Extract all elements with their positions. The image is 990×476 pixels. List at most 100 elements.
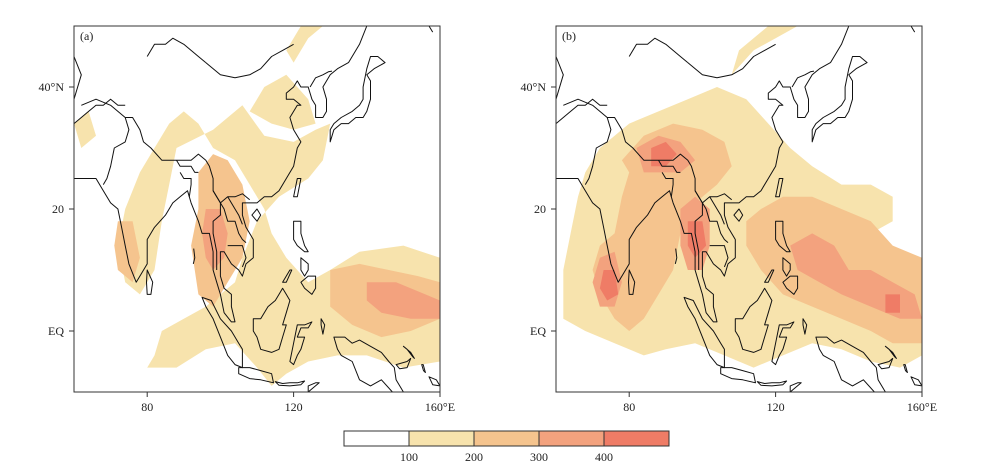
lat-tick-label: 20 (534, 202, 546, 216)
coast-sulawesi-b (771, 321, 795, 366)
coast-japan-b (811, 56, 868, 143)
coast-srilanka-a (146, 269, 154, 295)
lon-tick-label: 80 (141, 400, 153, 414)
coast-arabia-b (556, 56, 564, 100)
contour-region-a-200-6 (114, 221, 140, 283)
panel-b-shading (563, 26, 922, 368)
coast-lesser-sunda-a (274, 380, 306, 387)
coast-java-a (238, 367, 274, 384)
border-laos-b (701, 202, 729, 243)
border-kazakh-b (628, 37, 689, 63)
coast-borneo-b (734, 287, 773, 353)
lon-tick-label: 160°E (425, 400, 455, 414)
coast-srilanka-b (628, 269, 636, 295)
panel-a-shading (74, 26, 440, 386)
coast-mindanao-b (782, 275, 799, 295)
coast-arabia-a (74, 56, 82, 100)
colorbar-swatch (538, 430, 605, 447)
border-vietnam-a (227, 196, 243, 225)
coast-bougainville-a (421, 364, 426, 373)
coast-halmahera-b (802, 318, 808, 335)
border-afghanistan-a (74, 98, 126, 124)
coast-luzon-b (775, 220, 791, 253)
contour-region-a-100-3 (74, 111, 96, 148)
border-bhutan-b (658, 159, 681, 173)
border-bhutan-a (176, 159, 199, 173)
coast-kamchatka-a (428, 26, 434, 33)
border-himalaya-a (125, 117, 251, 204)
coast-palawan-a (282, 269, 293, 283)
coast-palawan-b (764, 269, 775, 283)
border-afghanistan-b (556, 98, 608, 124)
colorbar-swatch (473, 430, 540, 447)
coast-newguinea-a (333, 336, 404, 392)
lon-tick-label: 160°E (907, 400, 937, 414)
panel-b: (b) 40°N 20 EQ 80 120 160°E (521, 25, 938, 414)
coast-taiwan-a (293, 178, 302, 198)
panel-b-axes: 40°N 20 EQ 80 120 160°E (521, 80, 938, 414)
colorbar-label: 200 (465, 450, 483, 464)
lon-tick-label: 80 (623, 400, 635, 414)
colorbar-swatch (603, 430, 670, 447)
border-bangladesh-b (661, 172, 674, 197)
panel-a: (a) 40°N 20 EQ 80 120 160°E (39, 25, 455, 414)
colorbar-label: 100 (400, 450, 418, 464)
coast-borneo-a (252, 287, 291, 353)
coast-mindanao-a (300, 275, 317, 295)
coast-taiwan-b (775, 178, 784, 198)
coast-timor-b (789, 382, 802, 392)
border-bangladesh-a (179, 172, 192, 197)
border-laos-a (219, 202, 247, 243)
contour-region-a-300-8 (366, 282, 440, 319)
colorbar-swatch (408, 430, 475, 447)
contour-region-b-400-10 (599, 270, 619, 301)
panel-a-coastlines (74, 26, 440, 392)
coast-lesser-sunda-b (756, 380, 788, 387)
coast-java-b (720, 367, 756, 384)
border-korea-a (309, 70, 333, 88)
panel-b-label: (b) (562, 29, 576, 43)
coast-hainan-b (733, 208, 744, 222)
coast-newguinea-b (815, 336, 886, 392)
panel-a-label: (a) (80, 29, 93, 43)
lat-tick-label: EQ (530, 324, 546, 338)
border-china-mongolia-b (687, 43, 776, 79)
coast-andaman-a (192, 248, 196, 265)
coast-halmahera-a (320, 318, 326, 335)
coast-mainland-a (74, 26, 368, 323)
contour-region-a-100-2 (286, 26, 323, 63)
colorbar-label: 400 (595, 450, 613, 464)
coast-newireland-a (402, 345, 415, 359)
contour-region-b-200-2 (592, 123, 732, 331)
border-himalaya-b (607, 117, 733, 204)
lat-tick-label: 20 (52, 202, 64, 216)
border-vietnam-b (709, 196, 725, 225)
contour-region-a-300-7 (202, 209, 228, 270)
contour-region-b-400-9 (687, 221, 707, 258)
lat-tick-label: 40°N (39, 80, 65, 94)
coast-japan-a (329, 56, 386, 143)
coast-solomon-a (428, 376, 440, 387)
lat-tick-label: 40°N (521, 80, 547, 94)
coast-newbritain-b (877, 357, 894, 370)
contour-region-b-100-1 (731, 26, 798, 75)
colorbar-swatch (343, 430, 410, 447)
coast-hainan-a (251, 208, 262, 222)
lat-tick-label: EQ (48, 324, 64, 338)
coast-kamchatka-b (910, 26, 916, 33)
border-cambodia-a (227, 245, 247, 268)
coast-visayas-a (300, 257, 309, 277)
border-korea-b (791, 70, 815, 88)
coast-solomon-b (910, 376, 922, 387)
border-china-mongolia-a (205, 43, 294, 79)
coast-sulawesi-a (289, 321, 313, 366)
border-cambodia-b (709, 245, 729, 268)
coast-mainland-b (556, 26, 850, 323)
lon-tick-label: 120 (767, 400, 785, 414)
coast-timor-a (307, 382, 320, 392)
border-kazakh-a (146, 37, 207, 63)
coast-andaman-b (674, 248, 678, 265)
lon-tick-label: 120 (285, 400, 303, 414)
coast-newbritain-a (395, 357, 412, 370)
